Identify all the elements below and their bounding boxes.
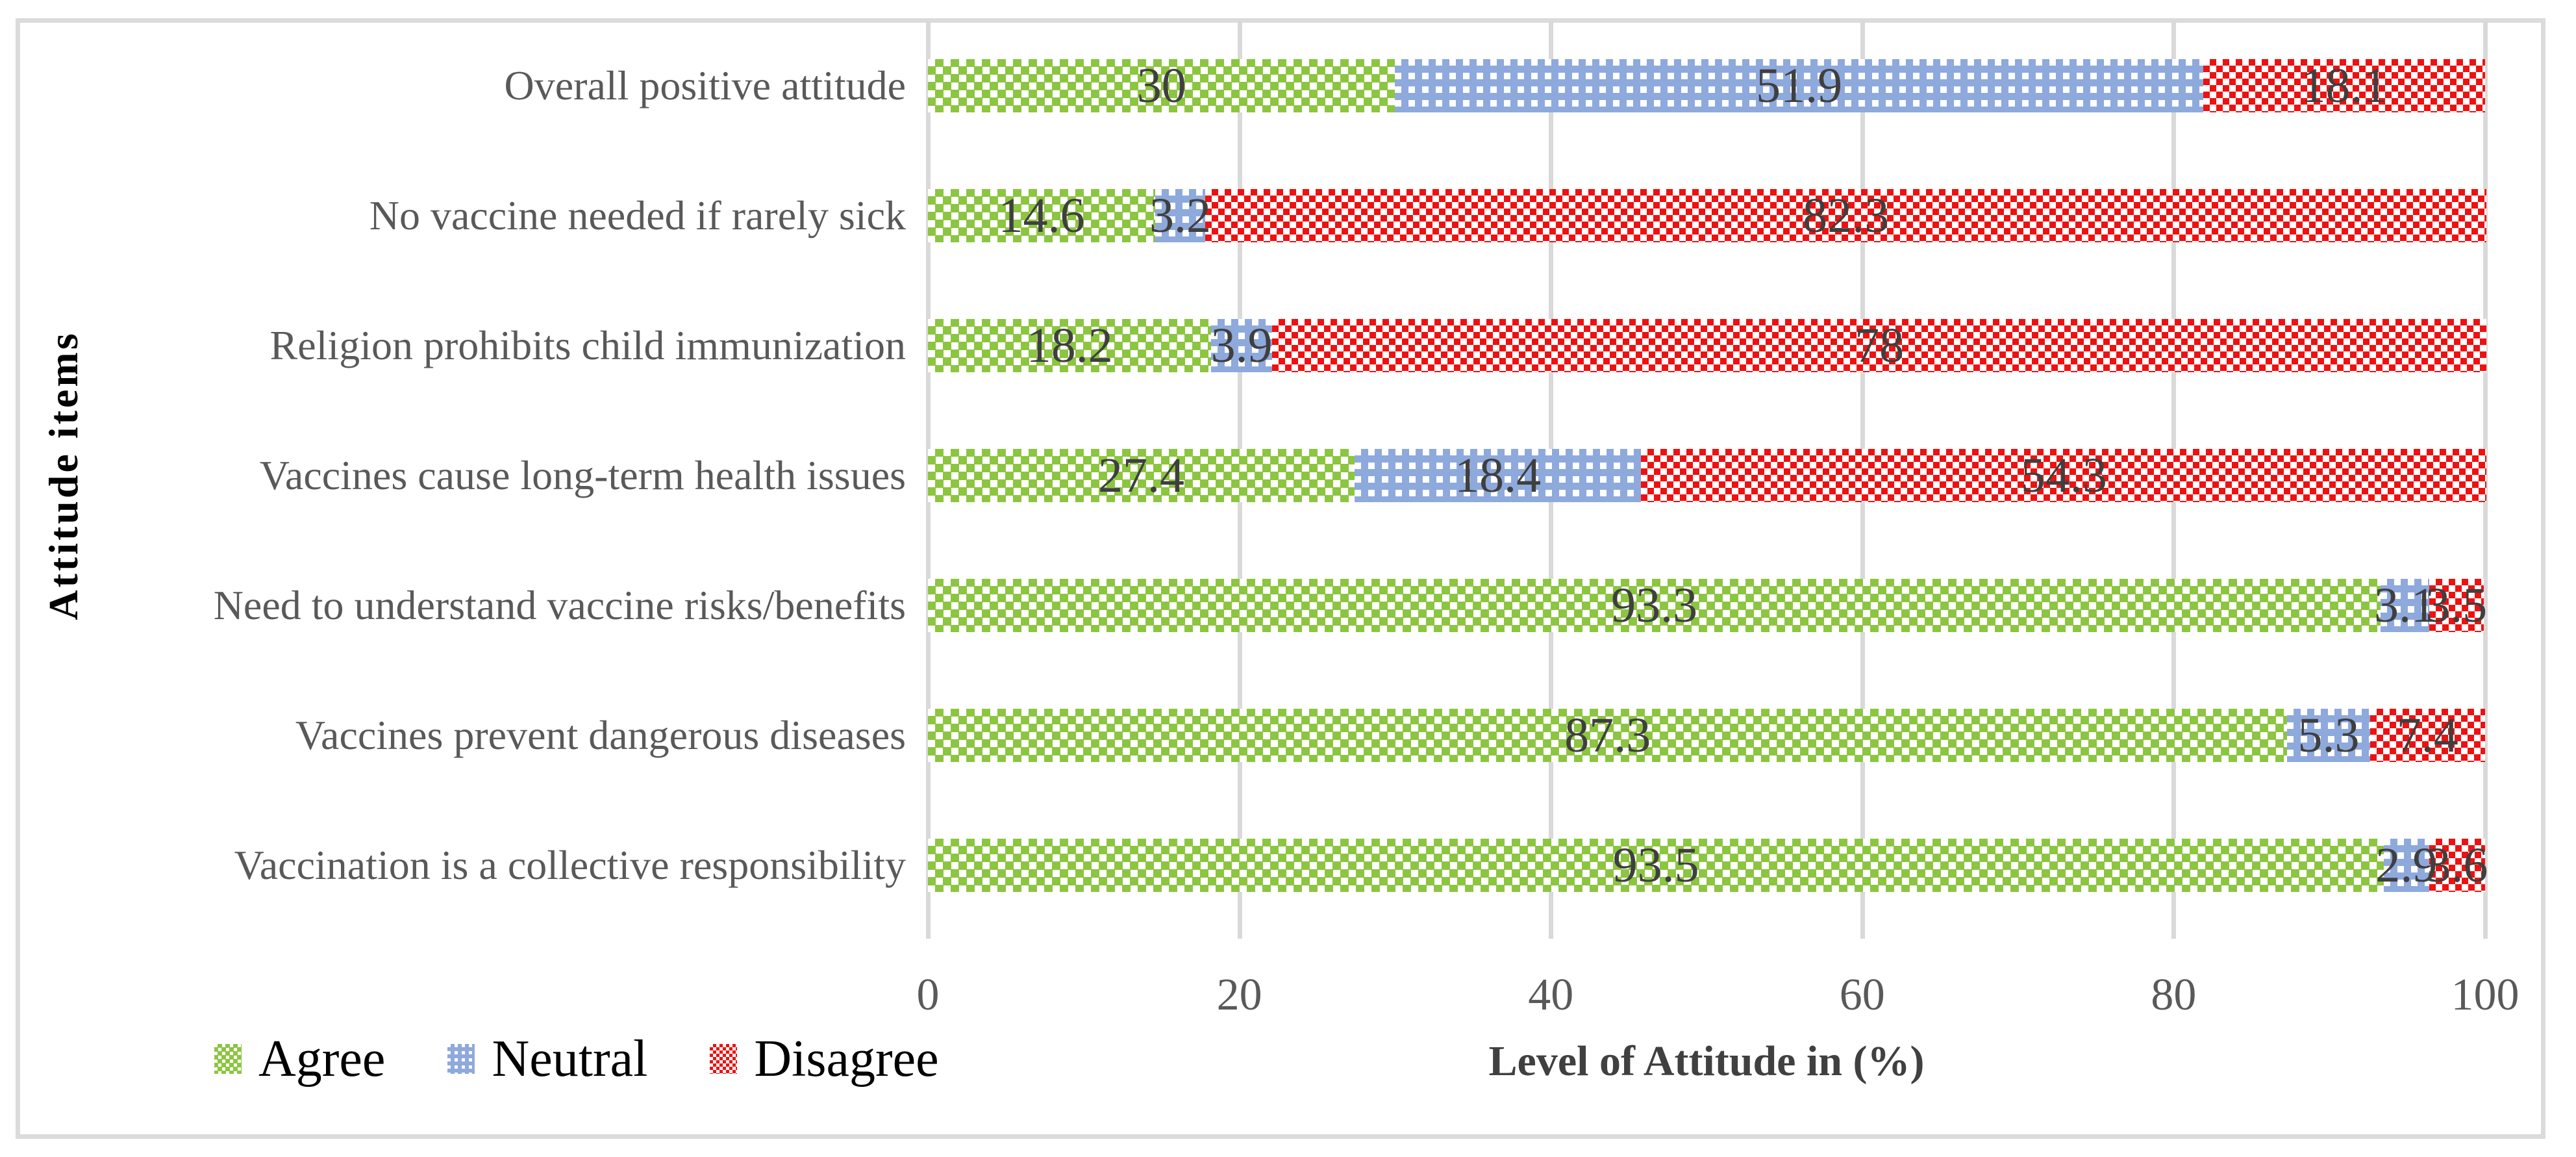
- x-tick-label-60: 60: [1839, 970, 1885, 1020]
- bar-segment-disagree: 78: [1271, 318, 2487, 373]
- category-label: Overall positive attitude: [504, 62, 907, 108]
- bar-segment-agree: 30: [928, 59, 1395, 112]
- bar-segment-neutral: 51.9: [1395, 59, 2203, 112]
- x-tick-label-100: 100: [2451, 970, 2520, 1020]
- x-axis-title: Level of Attitude in (%): [1488, 1037, 1925, 1085]
- bar-segment-neutral: 18.4: [1355, 448, 1642, 503]
- bar-row: 93.5 2.9 3.6: [928, 838, 2488, 893]
- bar-value-label: 93.3: [1611, 578, 1698, 633]
- bar-value-label: 87.3: [1564, 708, 1651, 763]
- bar-value-label: 3.6: [2426, 838, 2488, 893]
- bar-value-label: 18.1: [2301, 58, 2388, 113]
- bar-value-label: 18.4: [1455, 448, 1542, 503]
- bar-segment-disagree: 3.5: [2425, 579, 2487, 632]
- bar-segment-disagree: 82.3: [1205, 189, 2487, 242]
- bar-value-label: 3.2: [1149, 188, 1211, 243]
- bar-row: 30 51.9 18.1: [928, 59, 2485, 112]
- legend-swatch-agree: [214, 1044, 242, 1074]
- bar-segment-neutral: 2.9: [2375, 839, 2437, 892]
- bar-value-label: 14.6: [998, 188, 1085, 243]
- bar-segment-agree: 93.5: [928, 839, 2384, 892]
- bar-segment-disagree: 7.4: [2370, 709, 2485, 762]
- bar-row: 27.4 18.4 54.3: [928, 448, 2487, 503]
- bar-row: 18.2 3.9 78: [928, 318, 2487, 373]
- bar-value-label: 3.1: [2373, 578, 2436, 633]
- category-label: Vaccination is a collective responsibili…: [234, 842, 906, 888]
- bar-segment-disagree: 18.1: [2203, 59, 2485, 112]
- category-label: Vaccines cause long-term health issues: [259, 452, 906, 498]
- category-label: Religion prohibits child immunization: [269, 322, 906, 368]
- bar-segment-agree: 27.4: [928, 449, 1355, 502]
- category-label: Vaccines prevent dangerous diseases: [295, 712, 906, 758]
- figure-border: [16, 18, 2545, 1139]
- legend-label-disagree: Disagree: [754, 1030, 939, 1087]
- x-tick-label-40: 40: [1528, 970, 1574, 1020]
- bar-segment-agree: 93.3: [928, 579, 2381, 632]
- bar-row: 14.6 3.2 82.3: [928, 188, 2487, 243]
- legend-item-neutral: Neutral: [447, 1033, 647, 1085]
- legend-label-neutral: Neutral: [492, 1030, 648, 1087]
- bar-value-label: 5.3: [2297, 708, 2360, 763]
- bar-segment-agree: 87.3: [928, 708, 2288, 763]
- bar-segment-disagree: 54.3: [1641, 448, 2487, 503]
- bar-segment-neutral: 3.1: [2374, 579, 2436, 632]
- bar-value-label: 2.9: [2375, 838, 2438, 893]
- bar-segment-neutral: 3.9: [1210, 318, 1273, 373]
- legend-label-agree: Agree: [258, 1030, 386, 1087]
- bar-segment-agree: 18.2: [928, 318, 1212, 373]
- bar-value-label: 93.5: [1612, 838, 1699, 893]
- bar-value-label: 82.3: [1803, 188, 1890, 243]
- bar-value-label: 54.3: [2020, 448, 2107, 503]
- bar-row: 93.3 3.1 3.5: [928, 579, 2487, 632]
- bar-value-label: 27.4: [1098, 448, 1185, 503]
- bar-value-label: 78: [1855, 318, 1905, 373]
- legend-item-agree: Agree: [214, 1033, 385, 1085]
- bar-segment-neutral: 3.2: [1149, 189, 1211, 242]
- x-tick-label-0: 0: [916, 970, 940, 1020]
- bar-row: 87.3 5.3 7.4: [928, 709, 2485, 762]
- legend-swatch-disagree: [710, 1044, 738, 1074]
- category-label: Need to understand vaccine risks/benefit…: [213, 582, 906, 628]
- x-tick-label-20: 20: [1216, 970, 1262, 1020]
- bar-value-label: 7.4: [2396, 708, 2458, 763]
- bar-value-label: 3.9: [1210, 318, 1273, 373]
- bar-value-label: 18.2: [1026, 318, 1113, 373]
- legend-item-disagree: Disagree: [710, 1030, 939, 1087]
- category-label: No vaccine needed if rarely sick: [369, 192, 906, 238]
- bar-value-label: 3.5: [2425, 578, 2488, 633]
- bar-segment-agree: 14.6: [928, 188, 1156, 243]
- legend-swatch-neutral: [447, 1044, 475, 1074]
- bar-segment-disagree: 3.6: [2426, 838, 2488, 893]
- chart-legend: Agree Neutral Disagree: [214, 1030, 939, 1087]
- bar-value-label: 30: [1136, 58, 1186, 113]
- bar-segment-neutral: 5.3: [2287, 709, 2370, 762]
- bar-value-label: 51.9: [1756, 58, 1843, 113]
- x-tick-label-80: 80: [2151, 970, 2197, 1020]
